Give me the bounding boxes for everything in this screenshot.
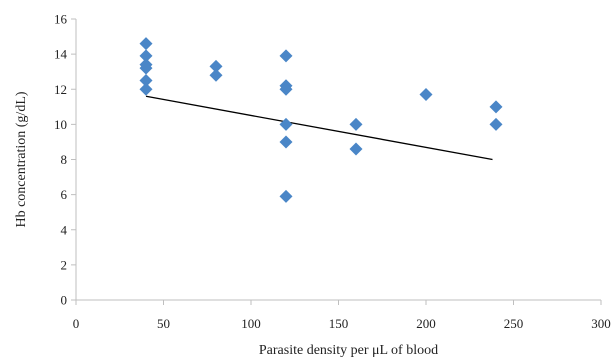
data-point xyxy=(279,189,293,203)
x-tick-label: 0 xyxy=(73,316,80,331)
y-tick-label: 8 xyxy=(61,152,68,167)
y-tick-label: 4 xyxy=(61,222,68,237)
data-point xyxy=(279,135,293,149)
data-point xyxy=(139,37,153,51)
data-point xyxy=(279,82,293,96)
x-tick-label: 100 xyxy=(241,316,261,331)
y-axis-title: Hb concentration (g/dL) xyxy=(14,91,29,227)
x-tick-label: 200 xyxy=(416,316,436,331)
x-tick-label: 150 xyxy=(329,316,349,331)
trendline-group xyxy=(145,95,493,161)
data-point xyxy=(279,49,293,63)
y-tick-label: 6 xyxy=(61,187,68,202)
data-point xyxy=(279,117,293,131)
axes xyxy=(75,19,601,301)
x-ticks: 0 50 100 150 200 250 300 xyxy=(73,300,611,331)
data-point xyxy=(419,88,433,102)
data-point xyxy=(349,142,363,156)
data-point xyxy=(209,68,223,82)
y-tick-label: 10 xyxy=(54,117,67,132)
y-tick-label: 0 xyxy=(61,293,68,308)
trendline xyxy=(145,95,493,161)
y-tick-label: 2 xyxy=(61,257,68,272)
y-tick-label: 14 xyxy=(54,47,68,62)
data-point xyxy=(139,49,153,63)
data-point xyxy=(139,61,153,75)
data-points xyxy=(139,37,503,203)
data-point xyxy=(209,59,223,73)
x-tick-label: 250 xyxy=(504,316,524,331)
x-tick-label: 50 xyxy=(157,316,170,331)
x-axis-title: Parasite density per μL of blood xyxy=(259,343,438,358)
data-point xyxy=(489,100,503,114)
y-ticks: 0 2 4 6 8 10 12 14 16 xyxy=(54,12,76,308)
data-point xyxy=(139,73,153,87)
data-point xyxy=(139,82,153,96)
x-tick-label: 300 xyxy=(591,316,611,331)
y-tick-label: 12 xyxy=(54,82,67,97)
data-point xyxy=(489,117,503,131)
data-point xyxy=(349,117,363,131)
y-tick-label: 16 xyxy=(54,12,68,27)
